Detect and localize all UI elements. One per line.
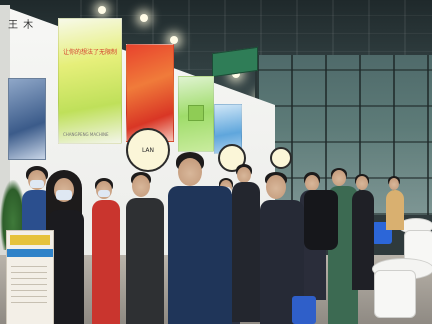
- ceiling-light: [232, 70, 240, 78]
- ceiling-light: [98, 6, 106, 14]
- sign-header-band: [10, 235, 50, 245]
- sign-blue-strip: [7, 249, 53, 257]
- round-standee-sign: [270, 147, 292, 169]
- booth-wall-label: 王 木: [8, 20, 35, 31]
- poster-light-green-chip: [178, 76, 214, 152]
- poster-caption: 让你的想法了无限制: [63, 49, 118, 56]
- ceiling-light: [170, 36, 178, 44]
- blue-shopping-bag: [292, 296, 316, 324]
- white-chair: [374, 270, 416, 318]
- poster-green-product: 让你的想法了无限制 CHANGPENG MACHINE: [58, 18, 122, 144]
- booth-wall-edge: [0, 5, 10, 255]
- info-counter-sign: [6, 230, 54, 324]
- round-standee-sign: [218, 144, 246, 172]
- chip-graphic: [188, 105, 204, 121]
- ceiling-light: [140, 14, 148, 22]
- round-standee-sign: LAN: [126, 128, 170, 172]
- left-display-panel: [8, 78, 46, 160]
- sign-text-lines: [11, 263, 47, 303]
- round-sign-text: LAN: [141, 146, 155, 154]
- poster-subtitle: CHANGPENG MACHINE: [63, 132, 109, 137]
